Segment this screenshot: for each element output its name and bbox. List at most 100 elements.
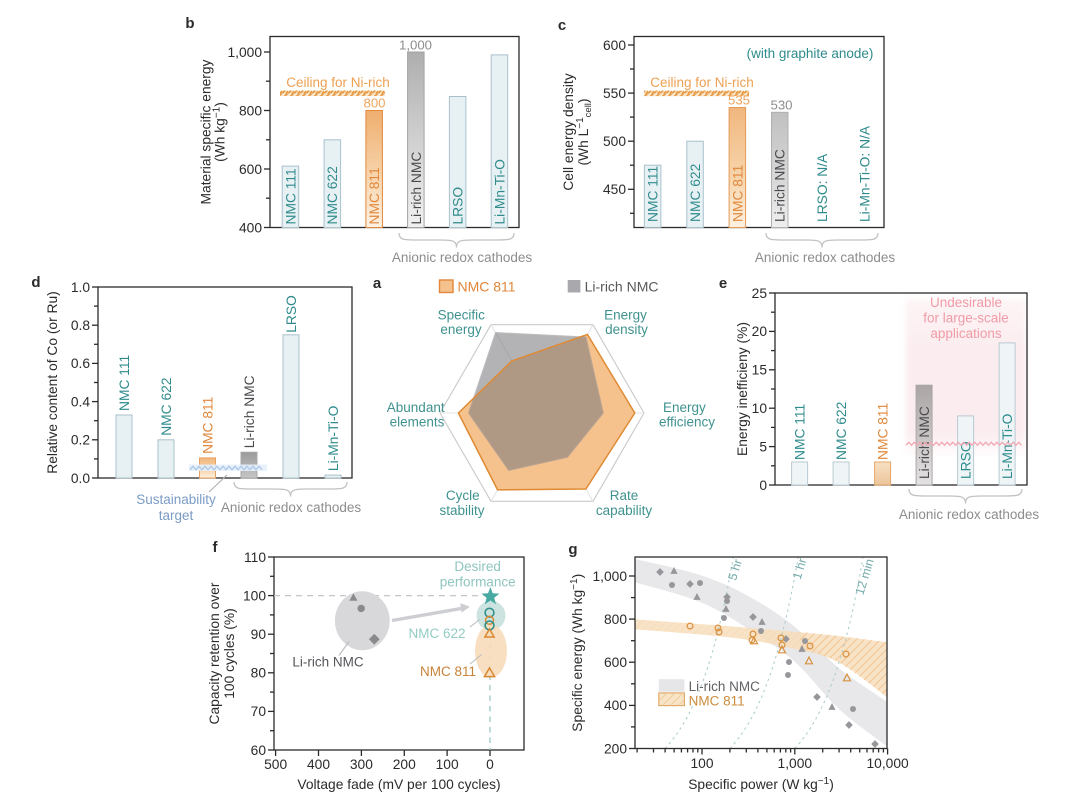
svg-text:NMC 622: NMC 622 (159, 378, 174, 436)
svg-text:400: 400 (604, 698, 627, 713)
svg-text:NMC 811: NMC 811 (200, 397, 215, 454)
svg-text:Li-rich NMC: Li-rich NMC (292, 655, 364, 670)
svg-text:NMC 811: NMC 811 (730, 165, 745, 222)
svg-text:density: density (605, 322, 648, 337)
svg-text:b: b (185, 15, 194, 32)
svg-text:600: 600 (239, 162, 262, 177)
svg-text:NMC 111: NMC 111 (646, 166, 661, 222)
svg-text:Li-rich NMC: Li-rich NMC (242, 375, 257, 448)
svg-text:100 cycles (%): 100 cycles (%) (222, 608, 237, 698)
svg-text:20: 20 (752, 324, 768, 339)
svg-text:Li-Mn-Ti-O: Li-Mn-Ti-O (492, 159, 507, 225)
svg-text:0.6: 0.6 (71, 356, 91, 371)
svg-text:0.4: 0.4 (71, 394, 91, 409)
svg-text:NMC 622: NMC 622 (408, 626, 465, 641)
svg-text:1,000: 1,000 (227, 45, 262, 60)
svg-text:535: 535 (728, 93, 750, 108)
svg-text:NMC 811: NMC 811 (420, 664, 476, 679)
svg-text:1 hr: 1 hr (790, 557, 810, 581)
svg-text:1.0: 1.0 (71, 280, 91, 295)
svg-text:NMC 111: NMC 111 (793, 404, 808, 460)
svg-text:800: 800 (239, 103, 262, 118)
svg-text:Li-Mn-Ti-O: Li-Mn-Ti-O (326, 405, 341, 471)
svg-text:Ceiling for Ni-rich: Ceiling for Ni-rich (286, 75, 390, 90)
svg-text:800: 800 (363, 96, 385, 111)
svg-text:300: 300 (350, 757, 373, 772)
svg-text:LRSO: N/A: LRSO: N/A (815, 153, 830, 222)
svg-text:NMC 811: NMC 811 (689, 694, 745, 709)
svg-text:Li-rich NMC: Li-rich NMC (773, 149, 788, 222)
svg-text:NMC 811: NMC 811 (876, 403, 891, 460)
svg-text:Specific: Specific (438, 308, 486, 323)
svg-text:Li-rich NMC: Li-rich NMC (585, 279, 659, 295)
svg-text:(Wh L−1cell): (Wh L−1cell) (575, 98, 595, 165)
svg-text:g: g (568, 541, 577, 558)
svg-text:10,000: 10,000 (866, 756, 909, 771)
svg-text:450: 450 (603, 182, 626, 197)
svg-text:0.8: 0.8 (71, 318, 91, 333)
svg-text:applications: applications (930, 326, 1002, 341)
svg-text:Li-rich NMC: Li-rich NMC (409, 152, 424, 225)
svg-text:Sustainability: Sustainability (136, 492, 216, 507)
svg-text:Energy: Energy (604, 308, 647, 323)
svg-text:NMC 622: NMC 622 (834, 402, 849, 460)
svg-text:200: 200 (604, 741, 627, 756)
svg-text:Material specific energy: Material specific energy (199, 59, 214, 204)
svg-text:Undesirable: Undesirable (930, 295, 1002, 310)
svg-text:LRSO: LRSO (284, 295, 299, 333)
svg-text:Abundant: Abundant (387, 400, 445, 415)
svg-text:25: 25 (752, 286, 768, 301)
svg-text:530: 530 (770, 97, 792, 112)
svg-text:1,000: 1,000 (592, 569, 627, 584)
svg-text:500: 500 (603, 134, 626, 149)
svg-text:Desired: Desired (454, 559, 501, 574)
svg-text:Specific power (W kg−1): Specific power (W kg−1) (688, 776, 834, 793)
svg-text:f: f (213, 539, 219, 556)
svg-text:800: 800 (604, 612, 627, 627)
svg-text:Energy inefficieny (%): Energy inefficieny (%) (735, 322, 750, 456)
svg-text:energy: energy (440, 322, 482, 337)
svg-text:10: 10 (752, 401, 768, 416)
svg-text:110: 110 (244, 550, 266, 565)
svg-text:NMC 622: NMC 622 (688, 164, 703, 222)
svg-text:c: c (558, 17, 566, 34)
svg-text:1,000: 1,000 (778, 756, 813, 771)
svg-text:NMC 622: NMC 622 (325, 166, 340, 224)
svg-text:90: 90 (251, 627, 267, 642)
svg-text:Voltage fade (mV per 100 cycle: Voltage fade (mV per 100 cycles) (297, 777, 500, 792)
svg-text:70: 70 (251, 704, 267, 719)
svg-text:Li-rich NMC: Li-rich NMC (689, 679, 761, 694)
svg-text:NMC 111: NMC 111 (283, 168, 298, 224)
svg-text:0.2: 0.2 (71, 433, 90, 448)
svg-text:LRSO: LRSO (451, 187, 466, 225)
svg-text:Rate: Rate (610, 488, 639, 503)
svg-text:NMC 811: NMC 811 (367, 167, 382, 224)
svg-text:(Wh kg−1): (Wh kg−1) (211, 102, 228, 162)
svg-text:a: a (373, 275, 382, 292)
svg-text:550: 550 (603, 86, 626, 101)
svg-text:100: 100 (690, 756, 713, 771)
svg-text:Ceiling for Ni-rich: Ceiling for Ni-rich (650, 75, 754, 90)
svg-text:stability: stability (439, 503, 484, 518)
svg-text:Anionic redox cathodes: Anionic redox cathodes (392, 250, 533, 265)
svg-text:efficiency: efficiency (659, 415, 715, 430)
svg-text:NMC 811: NMC 811 (458, 279, 516, 295)
svg-text:NMC 111: NMC 111 (117, 355, 132, 411)
svg-text:performance: performance (440, 575, 516, 590)
svg-text:Anionic redox cathodes: Anionic redox cathodes (899, 507, 1040, 522)
svg-text:capability: capability (596, 503, 653, 518)
svg-text:Cell energy density: Cell energy density (561, 73, 576, 190)
svg-text:e: e (719, 275, 727, 292)
svg-text:5: 5 (759, 439, 767, 454)
svg-text:(with graphite anode): (with graphite anode) (747, 46, 874, 61)
svg-text:0: 0 (486, 757, 494, 772)
svg-text:Capacity retention over: Capacity retention over (207, 582, 222, 724)
svg-text:Anionic redox cathodes: Anionic redox cathodes (221, 500, 362, 515)
svg-text:15: 15 (752, 363, 768, 378)
svg-text:Relative content of Co (or Ru): Relative content of Co (or Ru) (45, 291, 60, 474)
svg-text:0.0: 0.0 (71, 471, 91, 486)
svg-text:60: 60 (251, 743, 267, 758)
svg-text:400: 400 (239, 220, 262, 235)
svg-text:LRSO: LRSO (959, 441, 974, 479)
svg-text:600: 600 (603, 38, 626, 53)
